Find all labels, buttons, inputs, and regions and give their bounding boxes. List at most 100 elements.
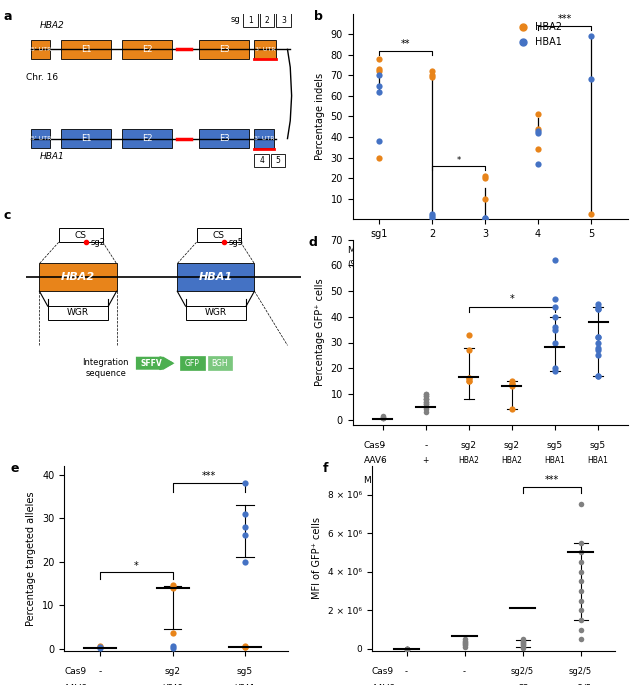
Text: 5: 5 xyxy=(276,156,281,165)
FancyBboxPatch shape xyxy=(40,264,117,291)
Text: 16.5: 16.5 xyxy=(459,486,479,495)
Text: 0.1: 0.1 xyxy=(478,260,492,269)
Text: Cas9: Cas9 xyxy=(363,441,386,450)
FancyBboxPatch shape xyxy=(180,356,205,370)
Text: Cas9: Cas9 xyxy=(372,667,394,676)
Text: b: b xyxy=(314,10,323,23)
Text: E2: E2 xyxy=(142,45,152,54)
Text: 3' UTR: 3' UTR xyxy=(254,136,274,141)
Text: -: - xyxy=(381,456,384,465)
Text: HBA1: HBA1 xyxy=(408,260,433,269)
Text: sg2: sg2 xyxy=(90,238,105,247)
Text: -: - xyxy=(99,667,102,676)
FancyBboxPatch shape xyxy=(254,40,276,59)
Text: 71.0: 71.0 xyxy=(369,246,389,255)
Text: *: * xyxy=(456,155,461,165)
FancyBboxPatch shape xyxy=(47,306,108,320)
Text: 5' UTR: 5' UTR xyxy=(31,47,51,52)
Text: 88.4: 88.4 xyxy=(581,260,601,269)
Text: +: + xyxy=(97,684,103,685)
Text: HBA2
WGR: HBA2 WGR xyxy=(162,684,183,685)
Text: Integration
sequence: Integration sequence xyxy=(82,358,129,377)
Text: sg2: sg2 xyxy=(165,667,181,676)
Text: HBA1: HBA1 xyxy=(199,272,233,282)
FancyBboxPatch shape xyxy=(31,129,51,149)
Text: HBA2
WGR: HBA2 WGR xyxy=(501,456,522,475)
Text: E3: E3 xyxy=(219,134,229,143)
FancyBboxPatch shape xyxy=(254,154,269,167)
Text: 42.4: 42.4 xyxy=(528,260,548,269)
Text: 28.2: 28.2 xyxy=(545,486,565,495)
Text: 15.0: 15.0 xyxy=(475,246,495,255)
Text: AAV6: AAV6 xyxy=(363,456,387,465)
Text: 5.0: 5.0 xyxy=(419,486,433,495)
Text: HBA2
CS: HBA2 CS xyxy=(458,456,479,475)
FancyArrowPatch shape xyxy=(138,358,171,369)
Text: ***: *** xyxy=(202,471,216,481)
Text: 5' UTR: 5' UTR xyxy=(31,136,51,141)
Text: -: - xyxy=(405,667,408,676)
Text: 49.1: 49.1 xyxy=(528,246,548,255)
FancyBboxPatch shape xyxy=(122,40,172,59)
Text: CS: CS xyxy=(517,684,528,685)
FancyBboxPatch shape xyxy=(185,306,246,320)
Text: AAV6: AAV6 xyxy=(64,684,88,685)
Text: 3: 3 xyxy=(281,16,286,25)
FancyBboxPatch shape xyxy=(122,129,172,149)
FancyBboxPatch shape xyxy=(197,227,240,242)
Text: sg2/5: sg2/5 xyxy=(569,667,592,676)
Text: +: + xyxy=(422,456,429,465)
Text: HBA2: HBA2 xyxy=(61,272,95,282)
Text: CS: CS xyxy=(75,231,87,240)
Text: 68.2: 68.2 xyxy=(422,246,442,255)
FancyBboxPatch shape xyxy=(260,13,274,27)
Text: f: f xyxy=(323,462,329,475)
Text: Chr. 16: Chr. 16 xyxy=(26,73,58,82)
Text: ***: *** xyxy=(558,14,572,24)
Text: sg: sg xyxy=(231,14,240,23)
Text: c: c xyxy=(4,209,11,222)
Text: 2.5: 2.5 xyxy=(425,260,439,269)
Text: 13.2: 13.2 xyxy=(502,486,522,495)
FancyBboxPatch shape xyxy=(62,129,111,149)
Text: d: d xyxy=(308,236,317,249)
Text: e: e xyxy=(10,462,19,475)
Text: 37.8: 37.8 xyxy=(588,486,608,495)
FancyBboxPatch shape xyxy=(208,356,233,370)
Text: E1: E1 xyxy=(81,134,92,143)
Text: *: * xyxy=(134,561,139,571)
Text: ***: *** xyxy=(544,475,559,485)
Text: 4: 4 xyxy=(259,156,264,165)
FancyBboxPatch shape xyxy=(271,154,285,167)
FancyBboxPatch shape xyxy=(254,129,274,149)
Text: sg5: sg5 xyxy=(237,667,253,676)
Text: -: - xyxy=(381,441,385,450)
Text: HBA1
WGR: HBA1 WGR xyxy=(588,456,608,475)
Text: sg2: sg2 xyxy=(504,441,520,450)
Y-axis label: Percentage indels: Percentage indels xyxy=(315,73,325,160)
Text: 1: 1 xyxy=(248,16,253,25)
Text: 2: 2 xyxy=(265,16,269,25)
Y-axis label: Percentage GFP⁺ cells: Percentage GFP⁺ cells xyxy=(315,278,325,386)
Text: E2: E2 xyxy=(142,134,152,143)
Text: GFP: GFP xyxy=(185,359,200,368)
Text: -: - xyxy=(405,684,408,685)
Text: sg2/5: sg2/5 xyxy=(511,667,534,676)
FancyBboxPatch shape xyxy=(31,40,51,59)
Text: -: - xyxy=(424,441,428,450)
Text: AAV6: AAV6 xyxy=(372,684,395,685)
Text: Median (%): Median (%) xyxy=(363,477,415,486)
Text: sg5: sg5 xyxy=(547,441,563,450)
FancyBboxPatch shape xyxy=(276,13,291,27)
Text: E1: E1 xyxy=(81,45,92,54)
FancyBboxPatch shape xyxy=(199,40,249,59)
Text: WGR: WGR xyxy=(204,308,227,317)
FancyBboxPatch shape xyxy=(178,264,254,291)
FancyBboxPatch shape xyxy=(244,13,258,27)
FancyBboxPatch shape xyxy=(62,40,111,59)
Legend: HBA2, HBA1: HBA2, HBA1 xyxy=(509,18,566,51)
Text: sg5: sg5 xyxy=(228,238,243,247)
Text: SFFV: SFFV xyxy=(140,359,162,368)
Text: sg2/5: sg2/5 xyxy=(569,684,592,685)
Text: HBA2: HBA2 xyxy=(40,21,64,29)
